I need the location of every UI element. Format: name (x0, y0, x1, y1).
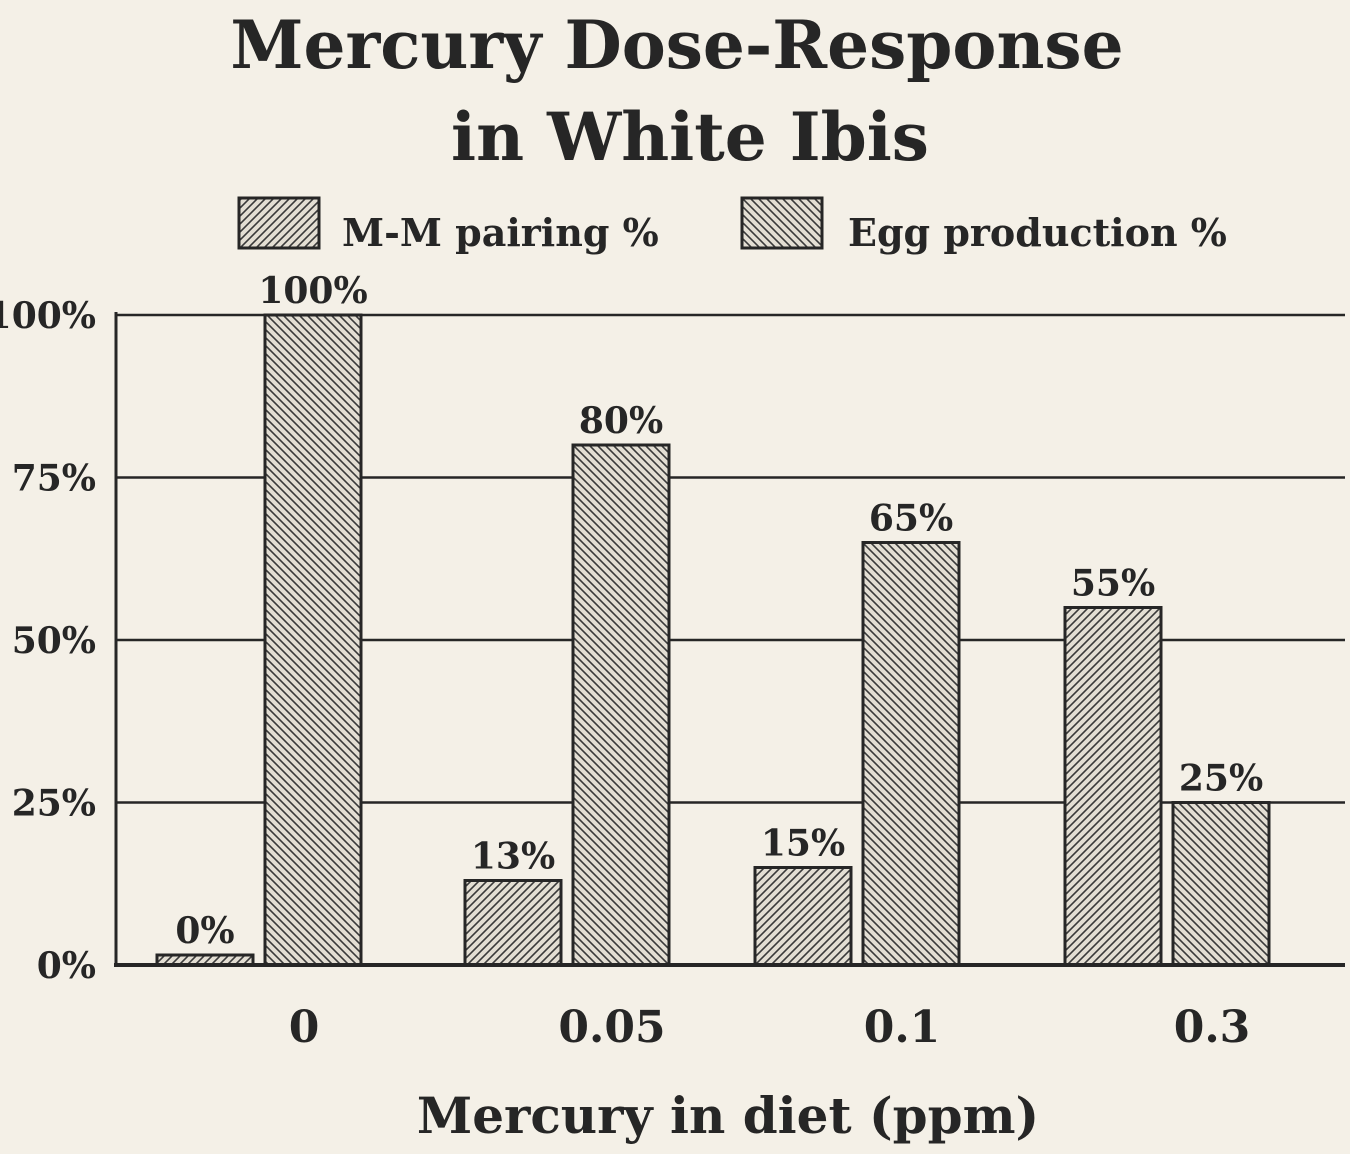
y-tick-label: 75% (12, 458, 96, 500)
data-label: 80% (579, 400, 663, 442)
legend-label-mm-pairing: M-M pairing % (342, 210, 659, 255)
y-tick-label: 25% (12, 783, 96, 825)
x-category-label: 0.05 (558, 1002, 665, 1053)
chart-title-line-1: Mercury Dose-Response (230, 6, 1123, 84)
bar-egg-production-0.3 (1171, 801, 1271, 967)
bar-mm-pairing-0.1 (753, 866, 853, 967)
data-labels: 0% 100% 13% 80% 15% 65% 55% 25% (175, 270, 1263, 952)
data-label: 25% (1179, 758, 1263, 800)
bar-egg-production-0.05 (571, 443, 671, 967)
y-tick-label: 100% (0, 295, 96, 337)
data-label: 13% (471, 836, 555, 878)
y-axis-ticks: 0% 25% 50% 75% 100% (0, 295, 96, 987)
data-label: 55% (1071, 563, 1155, 605)
x-axis-categories: 0 0.05 0.1 0.3 (289, 1002, 1251, 1053)
legend-swatch-mm-pairing (237, 196, 321, 250)
bar-mm-pairing-0.3 (1063, 606, 1163, 967)
x-axis-label: Mercury in diet (ppm) (417, 1086, 1039, 1145)
data-label: 65% (869, 498, 953, 540)
data-label: 15% (761, 823, 845, 865)
bar-egg-production-0 (263, 313, 363, 967)
bar-mm-pairing-0.05 (463, 879, 563, 967)
legend: M-M pairing % Egg production % (237, 196, 1227, 255)
legend-label-egg-production: Egg production % (848, 210, 1227, 255)
legend-swatch-egg-production (740, 196, 824, 250)
data-label: 100% (258, 270, 367, 312)
data-label: 0% (175, 910, 234, 952)
chart-title-line-2: in White Ibis (451, 98, 929, 176)
x-category-label: 0 (289, 1002, 320, 1053)
x-category-label: 0.1 (864, 1002, 941, 1053)
bar-egg-production-0.1 (861, 541, 961, 967)
y-tick-label: 0% (37, 945, 96, 987)
y-tick-label: 50% (12, 620, 96, 662)
x-category-label: 0.3 (1174, 1002, 1251, 1053)
